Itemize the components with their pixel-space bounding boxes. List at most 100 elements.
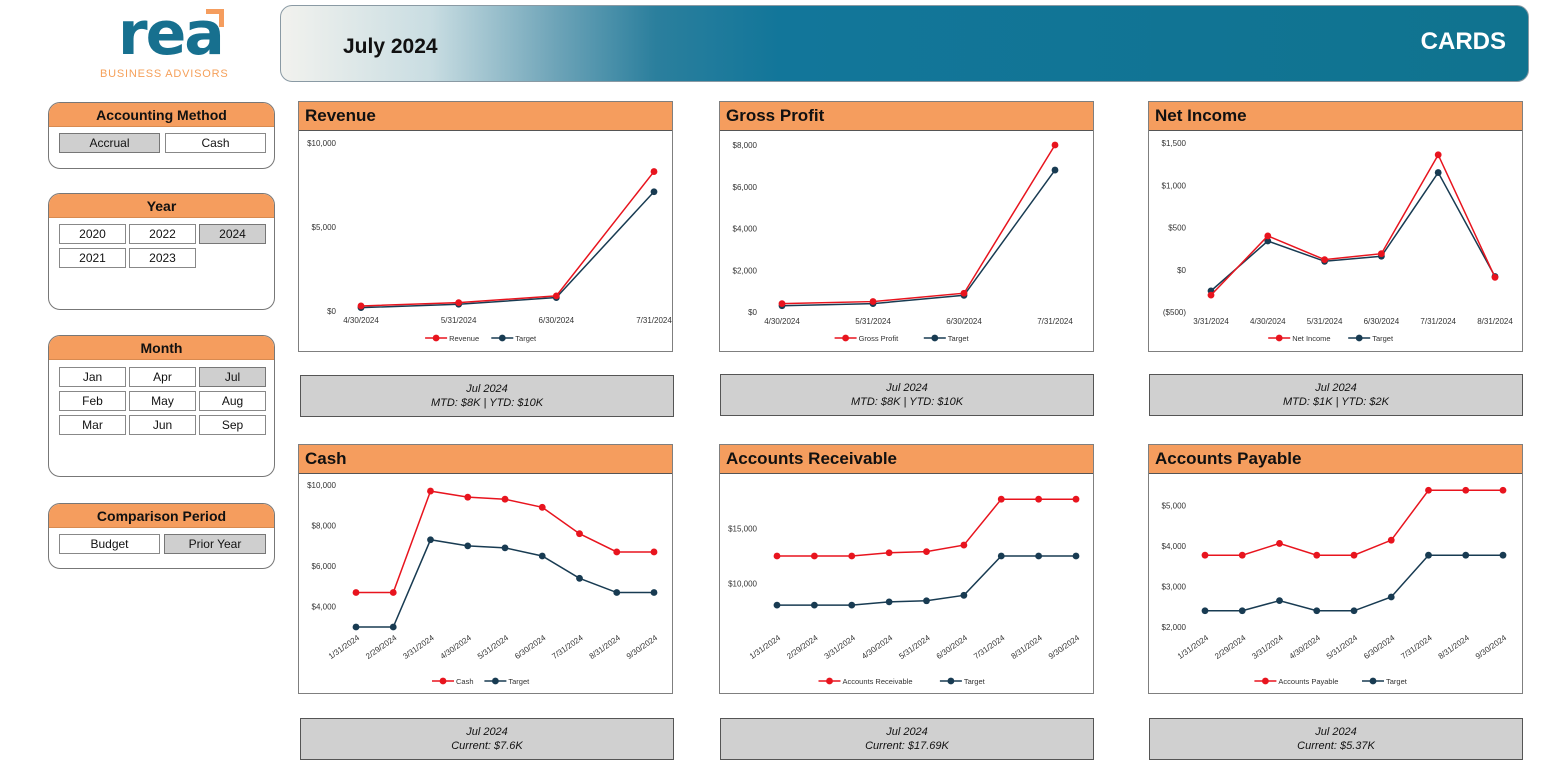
data-point[interactable] bbox=[773, 601, 781, 609]
data-point[interactable] bbox=[1201, 607, 1209, 615]
data-point[interactable] bbox=[1051, 141, 1059, 149]
data-point[interactable] bbox=[1425, 486, 1432, 494]
data-point[interactable] bbox=[1238, 607, 1246, 615]
legend-marker bbox=[931, 334, 939, 342]
data-point[interactable] bbox=[869, 298, 877, 305]
x-tick-label: 4/30/2024 bbox=[764, 317, 800, 326]
data-point[interactable] bbox=[1350, 551, 1358, 559]
company-logo[interactable]: rea BUSINESS ADVISORS bbox=[96, 4, 238, 82]
data-point[interactable] bbox=[778, 300, 786, 308]
data-point[interactable] bbox=[1499, 551, 1507, 559]
data-point[interactable] bbox=[848, 552, 856, 560]
data-point[interactable] bbox=[885, 549, 893, 557]
series-line-net-income bbox=[1210, 153, 1496, 296]
data-point[interactable] bbox=[501, 544, 509, 552]
budget-button[interactable]: Budget bbox=[59, 534, 160, 554]
summary-period: Jul 2024 bbox=[466, 726, 508, 738]
data-point[interactable] bbox=[1072, 495, 1080, 503]
data-point[interactable] bbox=[455, 299, 463, 306]
data-point[interactable] bbox=[538, 552, 546, 560]
month-sep-button[interactable]: Sep bbox=[199, 415, 266, 435]
data-point[interactable] bbox=[923, 597, 930, 605]
data-point[interactable] bbox=[389, 589, 397, 596]
year-2023-button[interactable]: 2023 bbox=[129, 248, 196, 268]
data-point[interactable] bbox=[1313, 607, 1321, 615]
month-jul-button[interactable]: Jul bbox=[199, 367, 266, 387]
month-jun-button[interactable]: Jun bbox=[129, 415, 196, 435]
data-point[interactable] bbox=[1350, 607, 1358, 615]
data-point[interactable] bbox=[1434, 151, 1442, 159]
data-point[interactable] bbox=[1207, 291, 1215, 299]
data-point[interactable] bbox=[1072, 552, 1080, 560]
month-feb-button[interactable]: Feb bbox=[59, 391, 126, 411]
data-point[interactable] bbox=[1276, 540, 1283, 547]
data-point[interactable] bbox=[501, 495, 509, 503]
month-jan-button[interactable]: Jan bbox=[59, 367, 126, 387]
data-point[interactable] bbox=[427, 536, 434, 544]
data-point[interactable] bbox=[427, 487, 434, 495]
accrual-button[interactable]: Accrual bbox=[59, 133, 160, 153]
data-point[interactable] bbox=[1035, 552, 1043, 560]
cash-button[interactable]: Cash bbox=[165, 133, 266, 153]
data-point[interactable] bbox=[885, 598, 893, 606]
data-point[interactable] bbox=[613, 548, 621, 556]
data-point[interactable] bbox=[1035, 495, 1043, 503]
data-point[interactable] bbox=[1313, 551, 1321, 559]
data-point[interactable] bbox=[960, 541, 968, 549]
prior-year-button[interactable]: Prior Year bbox=[164, 534, 266, 554]
data-point[interactable] bbox=[997, 495, 1005, 503]
data-point[interactable] bbox=[576, 530, 583, 538]
data-point[interactable] bbox=[650, 168, 658, 175]
data-point[interactable] bbox=[810, 601, 818, 609]
month-filter: Month Jan Apr Jul Feb May Aug Mar Jun Se… bbox=[48, 335, 275, 477]
month-mar-button[interactable]: Mar bbox=[59, 415, 126, 435]
data-point[interactable] bbox=[1201, 551, 1209, 559]
data-point[interactable] bbox=[650, 188, 658, 196]
data-point[interactable] bbox=[1051, 166, 1059, 174]
year-2020-button[interactable]: 2020 bbox=[59, 224, 126, 244]
data-point[interactable] bbox=[1499, 486, 1507, 494]
data-point[interactable] bbox=[576, 574, 583, 582]
data-point[interactable] bbox=[1321, 256, 1328, 264]
data-point[interactable] bbox=[613, 589, 621, 596]
data-point[interactable] bbox=[352, 589, 360, 596]
data-point[interactable] bbox=[538, 503, 546, 511]
period-title: July 2024 bbox=[343, 35, 438, 58]
data-point[interactable] bbox=[1276, 597, 1283, 605]
data-point[interactable] bbox=[1264, 237, 1272, 245]
data-point[interactable] bbox=[1238, 551, 1246, 559]
year-2022-button[interactable]: 2022 bbox=[129, 224, 196, 244]
data-point[interactable] bbox=[1462, 486, 1470, 494]
data-point[interactable] bbox=[464, 542, 472, 550]
data-point[interactable] bbox=[650, 548, 658, 556]
data-point[interactable] bbox=[997, 552, 1005, 560]
data-point[interactable] bbox=[1491, 273, 1499, 281]
accounts-receivable-card: Accounts Receivable $10,000 $15,000 1/31/2… bbox=[719, 444, 1094, 694]
data-point[interactable] bbox=[960, 289, 968, 297]
data-point[interactable] bbox=[1434, 169, 1442, 176]
data-point[interactable] bbox=[1462, 551, 1470, 559]
data-point[interactable] bbox=[389, 623, 397, 631]
month-may-button[interactable]: May bbox=[129, 391, 196, 411]
data-point[interactable] bbox=[650, 589, 658, 596]
data-point[interactable] bbox=[1387, 593, 1395, 601]
data-point[interactable] bbox=[810, 552, 818, 560]
data-point[interactable] bbox=[352, 623, 360, 631]
data-point[interactable] bbox=[464, 493, 472, 501]
month-apr-button[interactable]: Apr bbox=[129, 367, 196, 387]
data-point[interactable] bbox=[1264, 232, 1272, 240]
x-tick-label: 8/31/2024 bbox=[1437, 633, 1472, 661]
data-point[interactable] bbox=[773, 552, 781, 560]
year-2024-button[interactable]: 2024 bbox=[199, 224, 266, 244]
data-point[interactable] bbox=[357, 302, 365, 310]
data-point[interactable] bbox=[552, 292, 560, 300]
data-point[interactable] bbox=[923, 548, 930, 556]
series-line-accounts-receivable bbox=[777, 498, 1076, 557]
year-2021-button[interactable]: 2021 bbox=[59, 248, 126, 268]
data-point[interactable] bbox=[1378, 250, 1385, 258]
month-aug-button[interactable]: Aug bbox=[199, 391, 266, 411]
data-point[interactable] bbox=[960, 591, 968, 599]
data-point[interactable] bbox=[1387, 536, 1395, 544]
data-point[interactable] bbox=[1425, 551, 1432, 559]
data-point[interactable] bbox=[848, 601, 856, 609]
